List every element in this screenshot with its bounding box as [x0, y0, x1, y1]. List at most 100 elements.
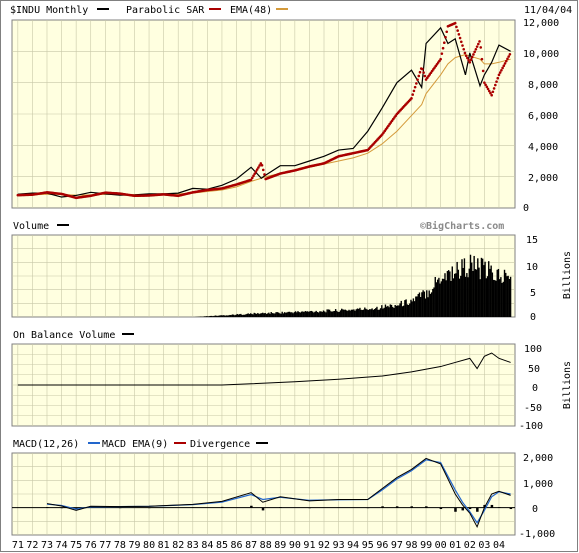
x-tick-label: 76 — [85, 540, 97, 551]
volume-bar — [322, 310, 325, 317]
volume-bar — [314, 311, 316, 317]
volume-bar — [253, 312, 255, 317]
volume-bar — [464, 276, 467, 317]
volume-bar — [379, 308, 382, 317]
volume-y-tick: 15 — [526, 235, 538, 246]
volume-bar — [231, 314, 234, 317]
sar-point — [501, 66, 504, 70]
volume-bar — [282, 313, 285, 317]
volume-y-axis: 15 10 5 0 — [526, 235, 538, 323]
volume-bar — [360, 309, 362, 317]
macd-legend-label-2: MACD EMA(9) — [102, 439, 168, 450]
volume-bar — [285, 312, 287, 317]
volume-bar — [354, 310, 356, 317]
volume-bar — [427, 297, 429, 317]
volume-bar — [445, 280, 447, 317]
volume-bar — [304, 311, 306, 317]
x-tick-label: 74 — [56, 540, 68, 551]
sar-point — [502, 64, 506, 67]
volume-bar — [496, 269, 498, 317]
divergence-bar — [468, 507, 472, 510]
x-tick-label: 82 — [172, 540, 184, 551]
price-y-tick: 0 — [523, 203, 529, 214]
volume-bar — [451, 266, 453, 317]
sar-point — [481, 69, 485, 73]
sar-point — [506, 57, 509, 61]
volume-bar — [358, 308, 360, 317]
sar-point — [258, 164, 261, 167]
volume-bar — [389, 304, 392, 317]
macd-y-tick: 0 — [532, 504, 538, 515]
volume-bar — [342, 309, 344, 317]
volume-bar — [432, 288, 434, 317]
divergence-bar — [509, 507, 513, 510]
sar-point — [483, 81, 486, 84]
volume-bar — [421, 292, 423, 317]
volume-grid — [12, 235, 515, 317]
sar-point — [253, 172, 257, 175]
sar-point — [491, 90, 495, 94]
volume-bar — [243, 314, 246, 317]
x-axis: 71 72 73 74 75 76 77 78 79 80 81 82 83 84 85 86 87 88 89 90… — [12, 540, 505, 551]
x-tick-label: 93 — [333, 540, 345, 551]
volume-bar — [310, 310, 313, 317]
volume-bar — [412, 298, 415, 317]
volume-bar — [221, 315, 224, 317]
volume-bar — [303, 312, 305, 317]
volume-bar — [462, 267, 464, 317]
sar-point — [453, 21, 457, 25]
x-tick-label: 04 — [493, 540, 505, 551]
x-tick-label: 92 — [318, 540, 330, 551]
volume-bar — [481, 258, 484, 317]
volume-bar — [287, 311, 289, 317]
volume-bar — [506, 276, 508, 317]
volume-bar — [399, 303, 401, 317]
volume-bar — [331, 311, 333, 317]
volume-bar — [366, 309, 368, 317]
x-tick-label: 02 — [464, 540, 476, 551]
volume-bar — [286, 312, 288, 317]
volume-bar — [489, 268, 491, 317]
volume-bar — [387, 305, 389, 317]
price-y-tick: 4,000 — [528, 142, 558, 153]
volume-bar — [471, 262, 473, 317]
volume-bar — [334, 309, 337, 317]
sar-point — [504, 59, 508, 63]
volume-y-tick: 5 — [530, 288, 536, 299]
volume-series — [195, 254, 512, 317]
volume-bar — [385, 306, 388, 317]
volume-bar — [298, 312, 300, 317]
macd-line — [46, 457, 511, 529]
sar-point — [416, 78, 419, 81]
divergence-bar — [425, 506, 428, 508]
volume-legend-swatch — [57, 224, 69, 226]
volume-bar — [383, 307, 385, 317]
sar-point — [478, 40, 481, 43]
sar-point — [474, 47, 478, 51]
volume-bar — [446, 271, 449, 317]
sar-point — [466, 56, 469, 60]
macd-legend-label-1: MACD(12,26) — [13, 439, 79, 450]
volume-bar — [373, 309, 376, 317]
x-tick-label: 80 — [143, 540, 155, 551]
sar-point — [442, 41, 446, 45]
volume-bar — [321, 311, 323, 317]
volume-bar — [457, 269, 460, 317]
volume-bar — [443, 278, 445, 317]
sar-point — [249, 178, 253, 182]
sar-point — [459, 40, 463, 44]
volume-bar — [207, 316, 209, 317]
volume-bar — [266, 313, 269, 317]
volume-bar — [463, 258, 466, 317]
volume-bar — [270, 312, 272, 317]
volume-bar — [461, 259, 463, 317]
divergence-bar — [497, 507, 501, 508]
volume-bar — [313, 312, 315, 317]
volume-bar — [308, 311, 310, 317]
x-tick-label: 86 — [231, 540, 243, 551]
volume-bar — [277, 312, 280, 317]
volume-bar — [449, 271, 451, 317]
volume-bar — [500, 277, 502, 317]
volume-bar — [495, 280, 497, 317]
x-tick-label: 75 — [70, 540, 82, 551]
